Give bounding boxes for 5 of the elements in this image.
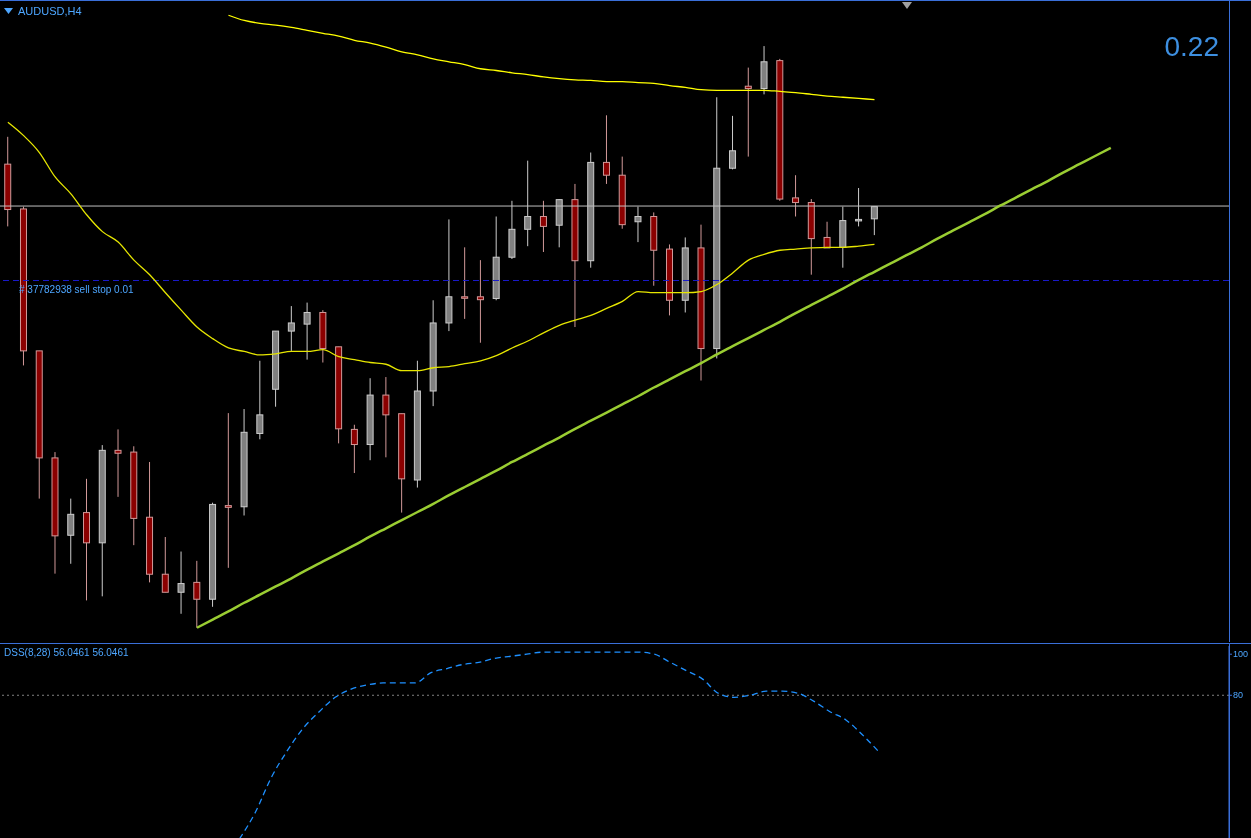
y-tick-label: 100 [1233, 649, 1249, 660]
y-tick-label: 80 [1233, 690, 1244, 701]
annotation: 0.22 [1164, 31, 1219, 63]
chart-title: AUDUSD,H4 [18, 5, 82, 17]
chart-title: DSS(8,28) 56.0461 56.0461 [4, 647, 129, 658]
